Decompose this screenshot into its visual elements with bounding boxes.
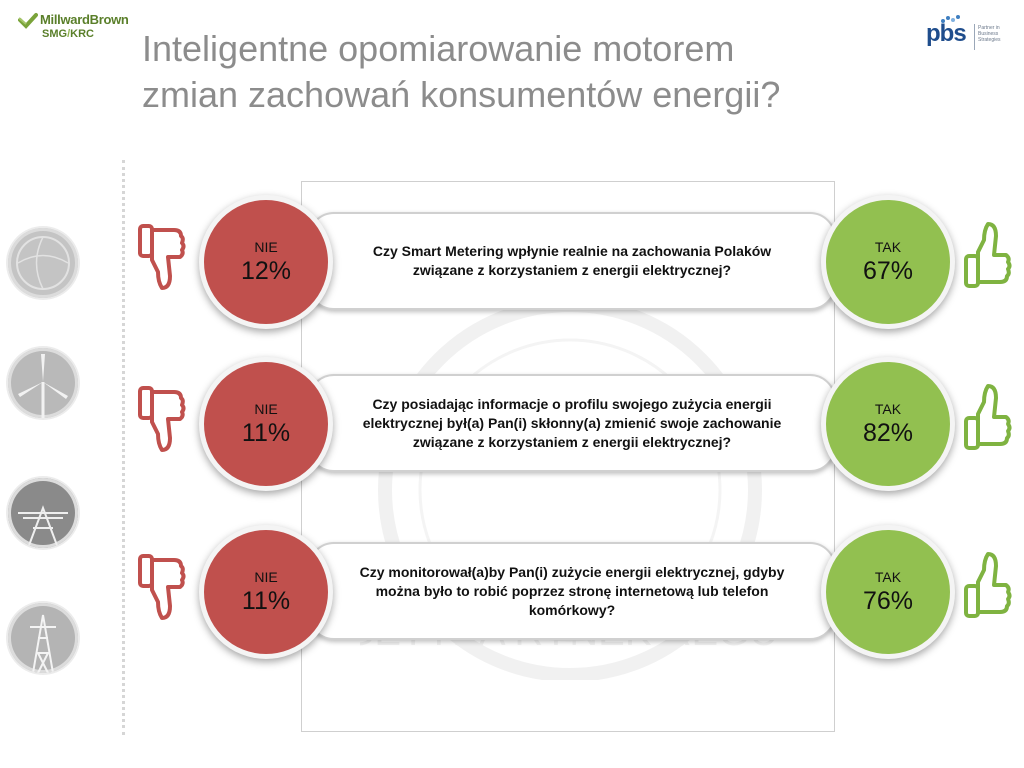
no-label-1: NIE <box>254 239 278 255</box>
yes-result-bubble-1: TAK 67% <box>821 195 955 329</box>
yes-value-2: 82% <box>862 419 914 447</box>
power-line-photo-icon <box>8 478 78 548</box>
thumbs-down-icon <box>138 386 186 452</box>
no-result-bubble-2: NIE 11% <box>199 357 333 491</box>
no-result-bubble-1: NIE 12% <box>199 195 333 329</box>
question-text-1: Czy Smart Metering wpłynie realnie na za… <box>372 243 772 278</box>
millwardbrown-logo: MillwardBrown SMG/KRC <box>18 12 138 46</box>
globe-photo-icon <box>8 228 78 298</box>
question-text-2: Czy posiadając informacje o profilu swoj… <box>362 395 782 450</box>
question-box-1: Czy Smart Metering wpłynie realnie na za… <box>308 212 836 310</box>
yes-value-3: 76% <box>862 587 914 615</box>
thumbs-up-icon <box>964 552 1012 618</box>
thumbs-down-icon <box>138 224 186 290</box>
question-text-3: Czy monitorował(a)by Pan(i) zużycie ener… <box>359 563 785 618</box>
thumbs-up-icon <box>964 384 1012 450</box>
question-box-2: Czy posiadając informacje o profilu swoj… <box>308 374 836 472</box>
page-title-line-2: zmian zachowań konsumentów energii? <box>142 74 781 115</box>
no-value-3: 11% <box>241 587 291 615</box>
yes-label-3: TAK <box>874 569 902 585</box>
pylon-photo-icon <box>8 603 78 673</box>
thumbs-up-icon <box>964 222 1012 288</box>
no-label-2: NIE <box>254 401 278 417</box>
millwardbrown-leaf-icon <box>18 13 38 29</box>
millwardbrown-sub: SMG/KRC <box>42 28 94 40</box>
millwardbrown-name: MillwardBrown <box>40 12 129 27</box>
page-title-line-1: Inteligentne opomiarowanie motorem <box>142 28 735 69</box>
page-title: Inteligentne opomiarowanie motorem zmian… <box>142 26 902 118</box>
thumbs-down-icon <box>138 554 186 620</box>
pbs-name: pbs <box>926 20 967 47</box>
pbs-dots-icon <box>941 15 960 23</box>
wind-turbine-photo-icon <box>8 348 78 418</box>
question-box-3: Czy monitorował(a)by Pan(i) zużycie ener… <box>308 542 836 640</box>
yes-label-2: TAK <box>874 401 902 417</box>
pbs-divider <box>974 24 975 50</box>
pbs-tagline: Partner in Business Strategies <box>978 25 1001 43</box>
pbs-logo: pbs Partner in Business Strategies <box>926 14 1006 52</box>
no-label-3: NIE <box>254 569 278 585</box>
dotted-divider <box>122 160 125 735</box>
yes-value-1: 67% <box>862 257 914 285</box>
yes-result-bubble-2: TAK 82% <box>821 357 955 491</box>
no-value-2: 11% <box>241 419 291 447</box>
yes-result-bubble-3: TAK 76% <box>821 525 955 659</box>
yes-label-1: TAK <box>874 239 902 255</box>
no-value-1: 12% <box>240 257 292 285</box>
no-result-bubble-3: NIE 11% <box>199 525 333 659</box>
